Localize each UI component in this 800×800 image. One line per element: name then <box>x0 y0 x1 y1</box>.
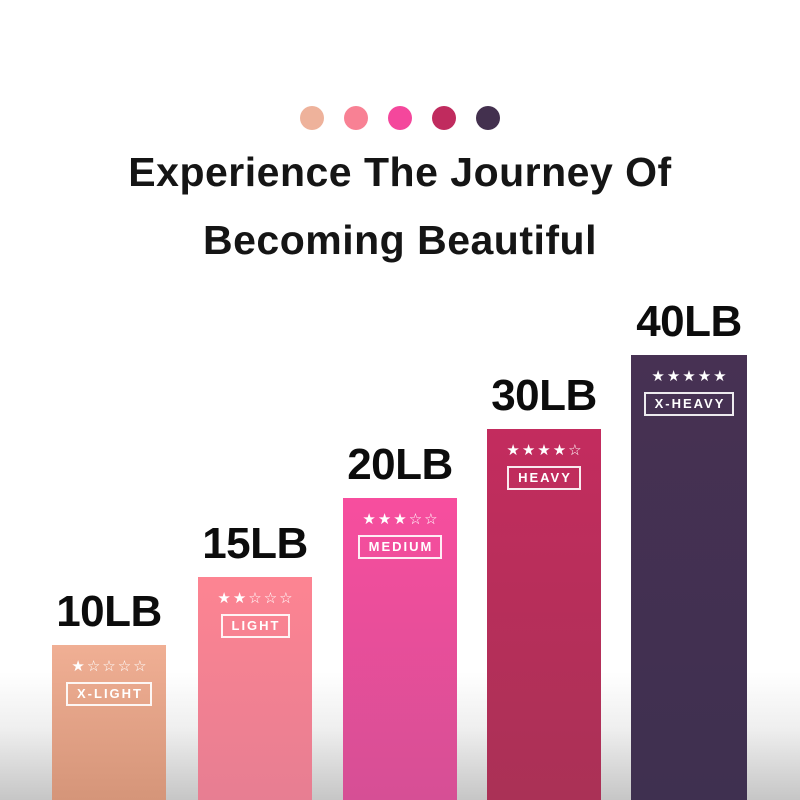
star-rating: ★★☆☆☆ <box>217 590 295 607</box>
grade-badge: X-LIGHT <box>66 682 152 706</box>
bar-10lb: ★☆☆☆☆ X-LIGHT <box>52 645 166 800</box>
bar-15lb: ★★☆☆☆ LIGHT <box>198 577 312 800</box>
grade-badge: HEAVY <box>507 466 581 490</box>
grade-badge: X-HEAVY <box>643 392 735 416</box>
star-rating: ★★★☆☆ <box>362 511 440 528</box>
star-rating: ★☆☆☆☆ <box>71 658 149 675</box>
grade-badge: LIGHT <box>220 614 290 638</box>
palette-dot-medium <box>388 106 412 130</box>
bar-weight-label-10lb: 10LB <box>56 587 162 636</box>
star-rating: ★★★★☆ <box>506 442 584 459</box>
bar-20lb: ★★★☆☆ MEDIUM <box>343 498 457 800</box>
bar-40lb: ★★★★★ X-HEAVY <box>631 355 747 800</box>
title-line-1: Experience The Journey Of <box>128 149 672 195</box>
palette-dot-xlight <box>300 106 324 130</box>
bar-30lb: ★★★★☆ HEAVY <box>487 429 601 800</box>
palette-dot-heavy <box>432 106 456 130</box>
palette-dot-light <box>344 106 368 130</box>
palette-dots <box>0 106 800 130</box>
bar-weight-label-15lb: 15LB <box>202 519 308 568</box>
star-rating: ★★★★★ <box>651 368 729 385</box>
bar-weight-label-40lb: 40LB <box>636 297 742 346</box>
palette-dot-xheavy <box>476 106 500 130</box>
title-line-2: Becoming Beautiful <box>203 217 597 263</box>
bar-weight-label-30lb: 30LB <box>491 371 597 420</box>
grade-badge: MEDIUM <box>357 535 443 559</box>
page-title: Experience The Journey Of Becoming Beaut… <box>0 138 800 274</box>
bar-weight-label-20lb: 20LB <box>347 440 453 489</box>
